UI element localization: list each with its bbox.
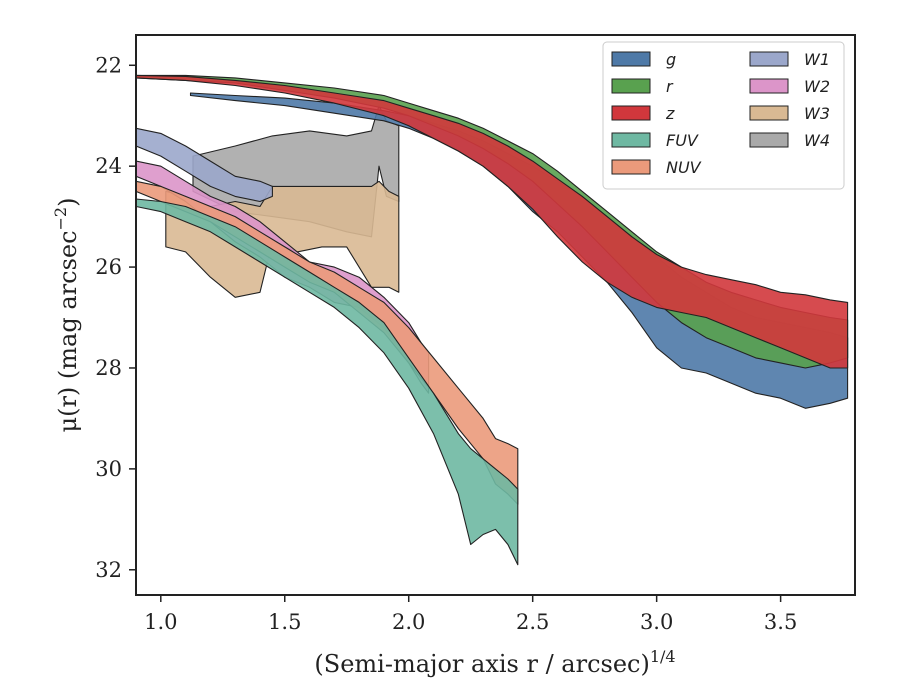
- band-z: [136, 74, 849, 369]
- legend-label-nuv: NUV: [666, 158, 702, 177]
- axis-ticks: 1.0 1.5 2.0 2.5 3.0 3.5 22 24 26 28 30 32: [95, 53, 797, 634]
- x-tick-label: 1.0: [144, 610, 177, 634]
- legend-swatch-g: [611, 51, 651, 67]
- legend-swatch-w4: [749, 132, 789, 148]
- band-fuv: [136, 198, 519, 566]
- y-axis-label: μ(r) (mag arcsec−2): [51, 198, 82, 433]
- legend-label-w1: W1: [804, 50, 830, 69]
- legend-label-r: r: [666, 77, 674, 96]
- y-tick-label: 26: [95, 255, 122, 279]
- legend-label-z: z: [665, 104, 675, 123]
- x-tick-label: 3.5: [764, 610, 797, 634]
- series-bands: [136, 74, 849, 566]
- legend-label-w2: W2: [804, 77, 830, 96]
- legend-swatch-nuv: [611, 159, 651, 175]
- plot-frame: [135, 34, 856, 596]
- x-tick-label: 2.0: [392, 610, 425, 634]
- legend-label-fuv: FUV: [666, 131, 699, 150]
- x-tick-label: 2.5: [516, 610, 549, 634]
- legend-swatch-z: [611, 105, 651, 121]
- legend-swatch-w1: [749, 51, 789, 67]
- legend-label-w3: W3: [804, 104, 830, 123]
- legend: grz FUV NUV W1 W2 W3 W4: [602, 41, 845, 190]
- legend-swatch-w2: [749, 78, 789, 94]
- x-axis-label: (Semi-major axis r / arcsec)1/4: [314, 647, 675, 678]
- legend-swatch-fuv: [611, 132, 651, 148]
- y-tick-label: 32: [95, 558, 122, 582]
- y-tick-label: 28: [95, 356, 122, 380]
- band-w1: [136, 127, 273, 203]
- y-tick-label: 30: [95, 457, 122, 481]
- x-tick-label: 3.0: [640, 610, 673, 634]
- y-tick-label: 24: [95, 154, 122, 178]
- legend-label-g: g: [666, 50, 676, 69]
- x-tick-label: 1.5: [268, 610, 301, 634]
- legend-label-w4: W4: [804, 131, 830, 150]
- legend-swatch-w3: [749, 105, 789, 121]
- legend-swatch-r: [611, 78, 651, 94]
- y-tick-label: 22: [95, 53, 122, 77]
